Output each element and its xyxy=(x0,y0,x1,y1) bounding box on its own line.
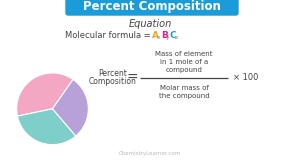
Text: × 100: × 100 xyxy=(233,73,258,83)
Text: x: x xyxy=(157,35,161,40)
Text: A: A xyxy=(152,31,159,40)
Text: =: = xyxy=(126,71,138,85)
Text: z: z xyxy=(175,35,178,40)
FancyBboxPatch shape xyxy=(66,0,238,15)
Text: Percent Composition: Percent Composition xyxy=(83,0,221,13)
Text: C: C xyxy=(170,31,177,40)
Text: Composition: Composition xyxy=(89,77,137,87)
Wedge shape xyxy=(52,80,88,136)
Text: Molecular formula =: Molecular formula = xyxy=(65,31,153,40)
Wedge shape xyxy=(17,73,73,116)
Text: Molar mass of
the compound: Molar mass of the compound xyxy=(159,85,209,99)
Text: Equation: Equation xyxy=(128,19,172,29)
Text: ChemistryLearner.com: ChemistryLearner.com xyxy=(119,152,181,156)
Text: y: y xyxy=(166,35,170,40)
Text: B: B xyxy=(161,31,168,40)
Text: Percent: Percent xyxy=(99,68,128,77)
Text: Mass of element
in 1 mole of a
compound: Mass of element in 1 mole of a compound xyxy=(155,51,213,73)
Wedge shape xyxy=(17,109,76,145)
